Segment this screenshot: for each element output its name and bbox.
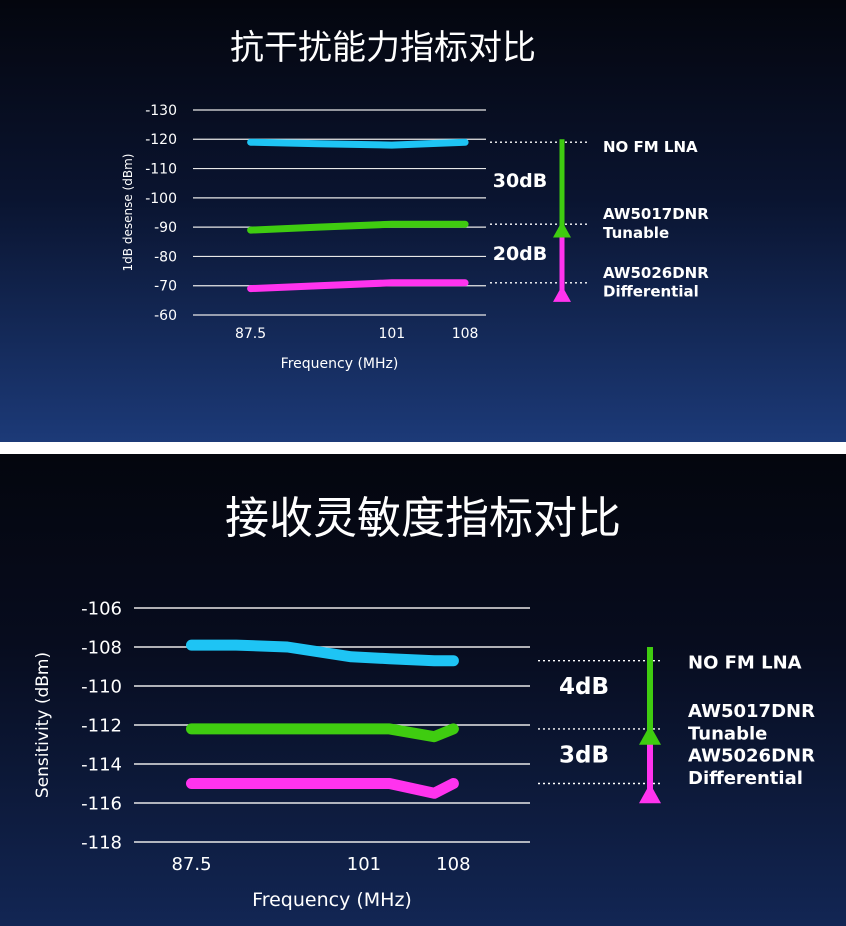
gap-label: 20dB xyxy=(493,243,548,265)
y-tick-label: -100 xyxy=(145,191,177,207)
legend-label: Differential xyxy=(603,283,699,301)
gap-arrow-head xyxy=(639,725,661,745)
legend-label: Tunable xyxy=(603,224,669,242)
desense-chart: -60 -70 -80 -90 -100 -110 -120 -130 87.5 101 108 Fr… xyxy=(121,103,709,372)
gap-arrow-head xyxy=(639,783,661,804)
y-axis-label: Sensitivity (dBm) xyxy=(33,652,53,798)
y-tick-label: -112 xyxy=(81,715,122,736)
y-tick-label: -90 xyxy=(154,220,177,236)
x-tick-label: 87.5 xyxy=(235,326,266,342)
series-line-1 xyxy=(186,723,459,743)
x-tick-label: 108 xyxy=(436,854,470,875)
desense-chart-panel: 抗干扰能力指标对比 -60 -70 -80 -90 -100 -110 -120 -130 87… xyxy=(0,0,846,442)
chart-title: 抗干扰能力指标对比 xyxy=(230,28,536,68)
gap-label: 30dB xyxy=(493,170,548,192)
sensitivity-chart-panel: 接收灵敏度指标对比 -118 -116 -114 -112 -110 -108 -106 87… xyxy=(0,454,846,926)
y-tick-label: -106 xyxy=(81,598,122,619)
y-tick-label: -80 xyxy=(154,249,177,265)
y-tick-label: -116 xyxy=(81,793,122,814)
y-tick-label: -108 xyxy=(81,637,122,658)
legend-label: Differential xyxy=(688,768,803,789)
y-tick-label: -114 xyxy=(81,754,122,775)
legend-label: AW5017DNR xyxy=(688,701,815,722)
gap-label: 3dB xyxy=(559,742,609,768)
gap-arrow-head xyxy=(553,285,571,302)
y-tick-label: -120 xyxy=(145,132,177,148)
y-tick-label: -110 xyxy=(81,676,122,697)
chart-title: 接收灵敏度指标对比 xyxy=(225,493,621,544)
series-line-1 xyxy=(247,220,469,234)
y-tick-label: -60 xyxy=(154,308,177,324)
x-tick-label: 108 xyxy=(452,326,479,342)
y-tick-label: -118 xyxy=(81,832,122,853)
series-line-2 xyxy=(247,138,469,149)
x-tick-label: 87.5 xyxy=(171,854,211,875)
sensitivity-chart: -118 -116 -114 -112 -110 -108 -106 87.5 101 108 Fr… xyxy=(33,598,815,911)
gap-arrow-head xyxy=(553,221,571,238)
x-axis-label: Frequency (MHz) xyxy=(281,356,399,372)
legend-label: AW5026DNR xyxy=(688,746,815,767)
x-axis-label: Frequency (MHz) xyxy=(252,889,412,911)
y-tick-label: -130 xyxy=(145,103,177,119)
y-axis-label: 1dB desense (dBm) xyxy=(121,154,135,272)
series-line-0 xyxy=(247,279,469,293)
y-tick-label: -70 xyxy=(154,279,177,295)
series-line-2 xyxy=(186,639,459,667)
legend-label: Tunable xyxy=(688,723,767,744)
y-tick-label: -110 xyxy=(145,161,177,177)
legend-label: NO FM LNA xyxy=(603,138,698,156)
legend-label: AW5026DNR xyxy=(603,264,709,282)
x-tick-label: 101 xyxy=(347,854,381,875)
series-line-0 xyxy=(186,778,459,799)
x-tick-label: 101 xyxy=(378,326,405,342)
gap-label: 4dB xyxy=(559,674,609,700)
legend-label: NO FM LNA xyxy=(688,653,802,674)
legend-label: AW5017DNR xyxy=(603,205,709,223)
